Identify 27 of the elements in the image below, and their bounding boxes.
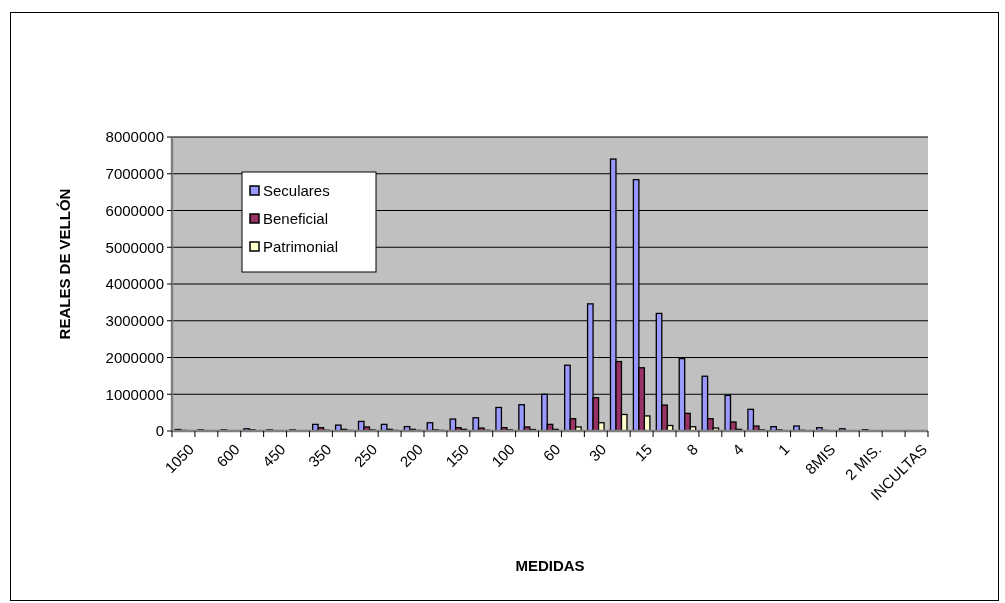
y-tick-label: 2000000 xyxy=(105,348,164,366)
x-tick-label: 15 xyxy=(631,440,656,465)
y-tick-label: 8000000 xyxy=(105,128,164,146)
y-tick-label: 6000000 xyxy=(105,201,164,219)
x-tick-label: 450 xyxy=(258,440,289,471)
legend-label: Patrimonial xyxy=(263,238,339,256)
x-tick-label: 8 xyxy=(683,440,701,459)
x-tick-label: 4 xyxy=(728,440,747,459)
x-tick-label: 150 xyxy=(442,440,472,471)
x-tick-label: 100 xyxy=(488,440,518,471)
legend-label: Seculares xyxy=(263,182,330,200)
x-tick-label: 1 xyxy=(774,440,793,459)
y-axis-title: REALES DE VELLÓN xyxy=(56,188,73,340)
x-tick-label: 30 xyxy=(585,440,610,465)
y-tick-label: 0 xyxy=(155,422,164,440)
x-tick-label: 250 xyxy=(350,440,381,471)
y-tick-label: 7000000 xyxy=(105,165,164,182)
x-tick-label: 350 xyxy=(304,440,335,471)
x-axis-title: MEDIDAS xyxy=(515,557,585,574)
x-tick-label: 60 xyxy=(539,440,564,465)
legend-label: Beneficial xyxy=(263,210,329,228)
y-tick-label: 5000000 xyxy=(105,238,164,256)
x-tick-label: 200 xyxy=(396,440,427,471)
y-tick-label: 4000000 xyxy=(105,275,164,293)
y-tick-label: 3000000 xyxy=(105,312,164,329)
y-tick-label: 1000000 xyxy=(105,385,164,403)
x-tick-label: 600 xyxy=(213,440,243,471)
